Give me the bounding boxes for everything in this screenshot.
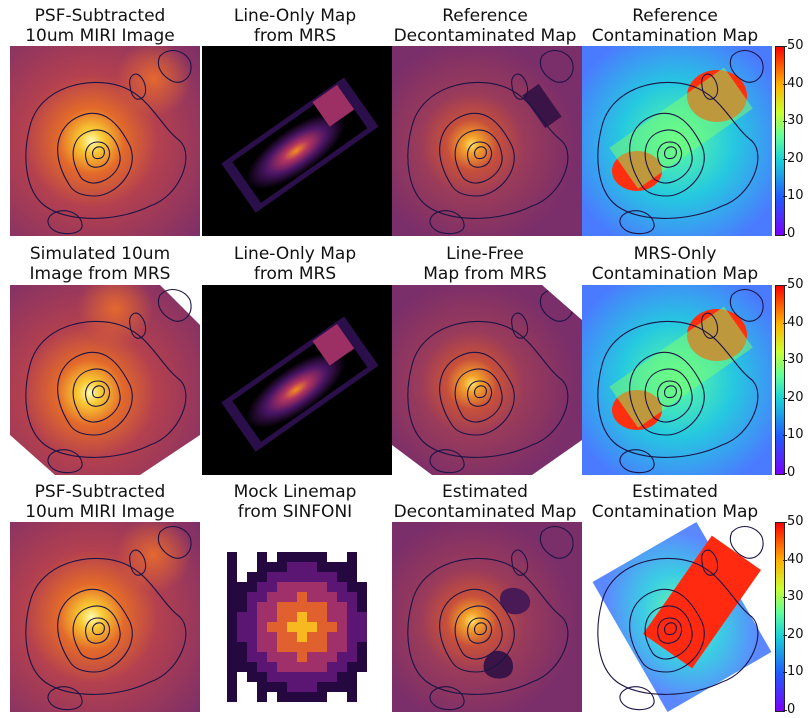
colorbar-tick (783, 559, 787, 561)
miri-image (10, 522, 200, 712)
decontaminated-map (392, 522, 582, 712)
colorbar-tick (783, 121, 787, 123)
contamination-map (582, 522, 772, 712)
miri-image (10, 285, 200, 475)
colorbar-tick-label: 20 (787, 150, 804, 166)
colorbar-row2 (775, 285, 785, 475)
image-panel-r2c3 (392, 285, 582, 475)
colorbar-tick-label: 40 (787, 551, 804, 567)
image-panel-r1c2 (202, 46, 392, 236)
image-panel-r1c3 (392, 46, 582, 236)
colorbar-tick (783, 710, 787, 711)
colorbar-tick (783, 360, 787, 362)
colorbar-tick-label: 10 (787, 664, 804, 680)
sinfoni-linemap (202, 522, 392, 712)
panel-title-r2c1: Simulated 10um Image from MRS (29, 244, 171, 284)
colorbar-tick (783, 46, 787, 47)
image-panel-r3c1 (10, 522, 200, 712)
contamination-map (582, 285, 772, 475)
line-only-map (202, 285, 392, 475)
colorbar-tick-label: 20 (787, 389, 804, 405)
colorbar-tick (783, 672, 787, 674)
colorbar-tick-label: 30 (787, 352, 804, 368)
colorbar-tick (783, 196, 787, 198)
image-panel-r2c2 (202, 285, 392, 475)
colorbar-tick (783, 285, 787, 286)
colorbar-tick-label: 0 (787, 465, 796, 480)
colorbar-row3 (775, 522, 785, 712)
colorbar-tick (783, 473, 787, 474)
image-panel-r3c2 (202, 522, 392, 712)
colorbar-tick-label: 40 (787, 314, 804, 330)
colorbar-tick-label: 50 (787, 514, 804, 529)
colorbar-tick (783, 597, 787, 599)
colorbar-tick-label: 10 (787, 188, 804, 204)
colorbar-row1 (775, 46, 785, 236)
panel-title-r2c3: Line-Free Map from MRS (423, 244, 547, 284)
image-panel-r1c4 (582, 46, 772, 236)
panel-title-r2c4: MRS-Only Contamination Map (591, 244, 759, 284)
colorbar-tick-label: 30 (787, 589, 804, 605)
line-only-map (202, 46, 392, 236)
colorbar-tick (783, 397, 787, 399)
image-panel-r2c1 (10, 285, 200, 475)
colorbar-tick (783, 234, 787, 235)
colorbar-tick (783, 522, 787, 523)
panel-title-r3c1: PSF-Subtracted 10um MIRI Image (25, 482, 175, 522)
image-panel-r1c1 (10, 46, 200, 236)
colorbar-tick-label: 0 (787, 226, 796, 241)
colorbar-tick-label: 30 (787, 113, 804, 129)
colorbar-tick (783, 158, 787, 160)
miri-image (10, 46, 200, 236)
panel-title-r1c4: Reference Contamination Map (591, 6, 759, 46)
colorbar-tick-label: 0 (787, 702, 796, 717)
decontaminated-map (392, 46, 582, 236)
image-panel-r3c3 (392, 522, 582, 712)
panel-title-r1c3: Reference Decontaminated Map (393, 6, 577, 46)
contamination-map (582, 46, 772, 236)
colorbar-tick-label: 10 (787, 427, 804, 443)
panel-title-r3c4: Estimated Contamination Map (591, 482, 759, 522)
image-panel-r2c4 (582, 285, 772, 475)
panel-title-r1c2: Line-Only Map from MRS (233, 6, 357, 46)
colorbar-tick-label: 50 (787, 277, 804, 292)
colorbar-tick-label: 50 (787, 38, 804, 53)
panel-title-r3c2: Mock Linemap from SINFONI (233, 482, 357, 522)
colorbar-tick-label: 20 (787, 626, 804, 642)
panel-title-r1c1: PSF-Subtracted 10um MIRI Image (25, 6, 175, 46)
colorbar-tick (783, 634, 787, 636)
panel-title-r2c2: Line-Only Map from MRS (233, 244, 357, 284)
decontaminated-map (392, 285, 582, 475)
panel-title-r3c3: Estimated Decontaminated Map (393, 482, 577, 522)
colorbar-tick (783, 435, 787, 437)
colorbar-tick (783, 322, 787, 324)
colorbar-tick-label: 40 (787, 75, 804, 91)
colorbar-tick (783, 83, 787, 85)
image-panel-r3c4 (582, 522, 772, 712)
